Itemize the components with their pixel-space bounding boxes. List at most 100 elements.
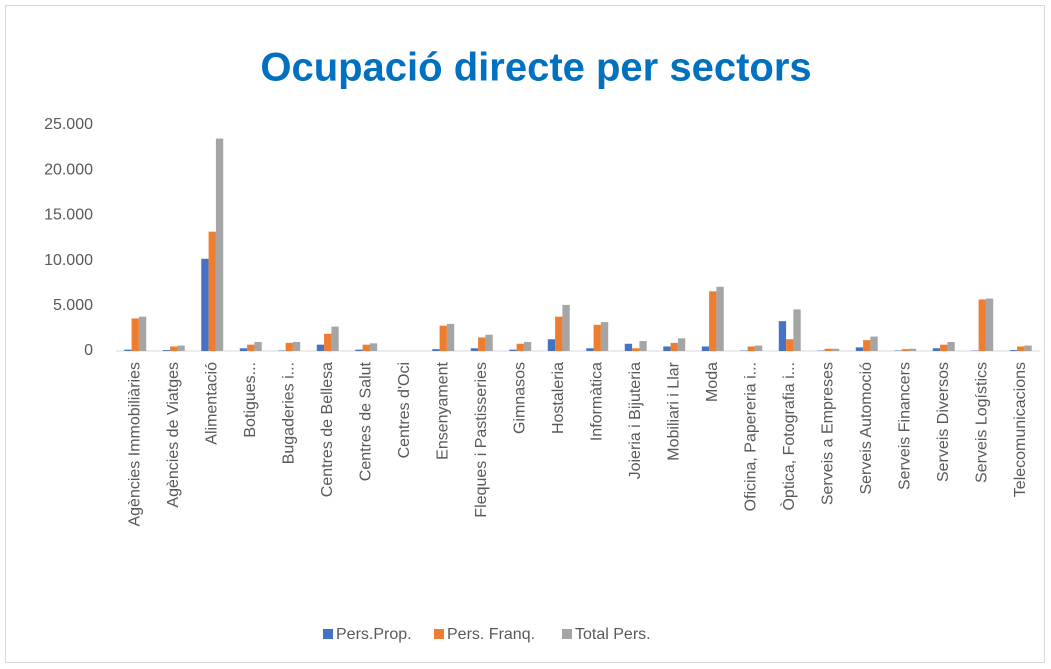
bar xyxy=(901,349,909,351)
bar xyxy=(162,350,171,351)
bar xyxy=(786,339,794,351)
legend-swatch xyxy=(562,629,572,639)
legend-label: Pers. Franq. xyxy=(447,626,535,643)
x-tick-label: Ensenyament xyxy=(434,361,451,459)
bar xyxy=(985,298,994,351)
y-tick-label: 0 xyxy=(84,342,93,359)
bar xyxy=(701,346,710,351)
legend-swatch xyxy=(434,629,444,639)
bar xyxy=(285,342,293,351)
x-tick-label: Alimentació xyxy=(203,362,220,445)
bar xyxy=(324,333,332,351)
x-tick-label: Mobiliari i Llar xyxy=(665,361,682,460)
bar xyxy=(254,341,262,351)
bar xyxy=(562,304,570,351)
bar xyxy=(362,344,370,351)
bar xyxy=(331,326,339,351)
x-tick-label: Bugaderies i... xyxy=(280,362,297,464)
bar xyxy=(863,340,871,351)
bar xyxy=(754,345,763,351)
chart-frame xyxy=(5,5,1045,663)
y-tick-label: 25.000 xyxy=(44,116,93,133)
bar xyxy=(170,346,178,351)
bar xyxy=(355,349,363,351)
bar xyxy=(747,346,755,351)
bar xyxy=(600,322,609,351)
bar xyxy=(485,334,493,351)
bar xyxy=(1009,350,1018,351)
bar xyxy=(709,291,717,351)
x-tick-label: Informàtica xyxy=(588,362,605,441)
bar xyxy=(478,337,486,351)
y-tick-label: 20.000 xyxy=(44,161,93,178)
x-tick-label: Serveis Diversos xyxy=(935,362,952,482)
x-tick-label: Agències de Viatges xyxy=(165,362,182,508)
x-tick-label: Oficina, Papereria i... xyxy=(742,362,759,511)
bar xyxy=(870,336,878,351)
bar xyxy=(516,343,524,351)
bar xyxy=(940,344,948,351)
bar xyxy=(247,344,255,351)
legend-swatch xyxy=(323,629,333,639)
bar xyxy=(932,348,941,351)
x-tick-label: Moda xyxy=(704,362,721,402)
bar xyxy=(677,338,686,351)
bar xyxy=(177,345,185,351)
bar xyxy=(716,286,724,351)
bar xyxy=(586,348,594,351)
x-tick-label: Botigues... xyxy=(242,362,259,438)
x-tick-label: Serveis a Empreses xyxy=(819,362,836,505)
x-tick-label: Òptica, Fotografia i... xyxy=(779,362,798,511)
x-tick-label: Centres de Bellesa xyxy=(319,362,336,497)
x-tick-label: Serveis Financers xyxy=(896,362,913,490)
x-tick-label: Serveis Automoció xyxy=(858,362,875,495)
bar xyxy=(316,344,325,351)
bar xyxy=(523,341,532,351)
bar xyxy=(639,341,647,351)
bar xyxy=(632,348,640,351)
bar xyxy=(138,316,147,351)
bar xyxy=(509,349,517,351)
bar xyxy=(208,231,216,351)
bar xyxy=(555,316,563,351)
chart-title: Ocupació directe per sectors xyxy=(260,46,811,90)
x-tick-label: Telecomunicacions xyxy=(1012,362,1029,497)
bar xyxy=(292,341,301,351)
x-tick-label: Joieria i Bijuteria xyxy=(627,362,644,479)
legend-label: Total Pers. xyxy=(575,626,651,643)
bar xyxy=(1017,346,1025,351)
bar xyxy=(124,349,132,351)
x-tick-label: Gimnasos xyxy=(511,362,528,434)
bar xyxy=(432,349,440,351)
y-tick-label: 15.000 xyxy=(44,207,93,224)
x-tick-label: Centres de Salut xyxy=(357,361,374,481)
bar xyxy=(215,138,224,351)
bar xyxy=(978,299,986,351)
bar xyxy=(239,348,248,351)
bar xyxy=(908,348,917,351)
x-tick-label: Agències Immobiliàries xyxy=(126,362,143,527)
x-tick-label: Fleques i Pastisseries xyxy=(473,362,490,518)
legend-label: Pers.Prop. xyxy=(336,626,412,643)
bar xyxy=(446,323,455,351)
x-tick-label: Centres d'Oci xyxy=(396,362,413,458)
y-tick-label: 10.000 xyxy=(44,252,93,269)
x-tick-label: Serveis Logístics xyxy=(973,362,990,483)
y-tick-label: 5.000 xyxy=(53,297,93,314)
bar xyxy=(824,348,832,351)
bar xyxy=(778,321,787,351)
bar xyxy=(793,309,801,351)
bar xyxy=(470,348,479,351)
bar xyxy=(1024,345,1032,351)
bar xyxy=(439,325,447,351)
bar xyxy=(547,339,556,351)
bar xyxy=(831,348,840,351)
bar xyxy=(947,341,955,351)
x-tick-label: Hostaleria xyxy=(550,362,567,434)
bar xyxy=(663,346,671,351)
bar xyxy=(131,318,139,351)
bar xyxy=(624,343,633,351)
bar xyxy=(670,342,678,351)
bar xyxy=(369,343,378,351)
